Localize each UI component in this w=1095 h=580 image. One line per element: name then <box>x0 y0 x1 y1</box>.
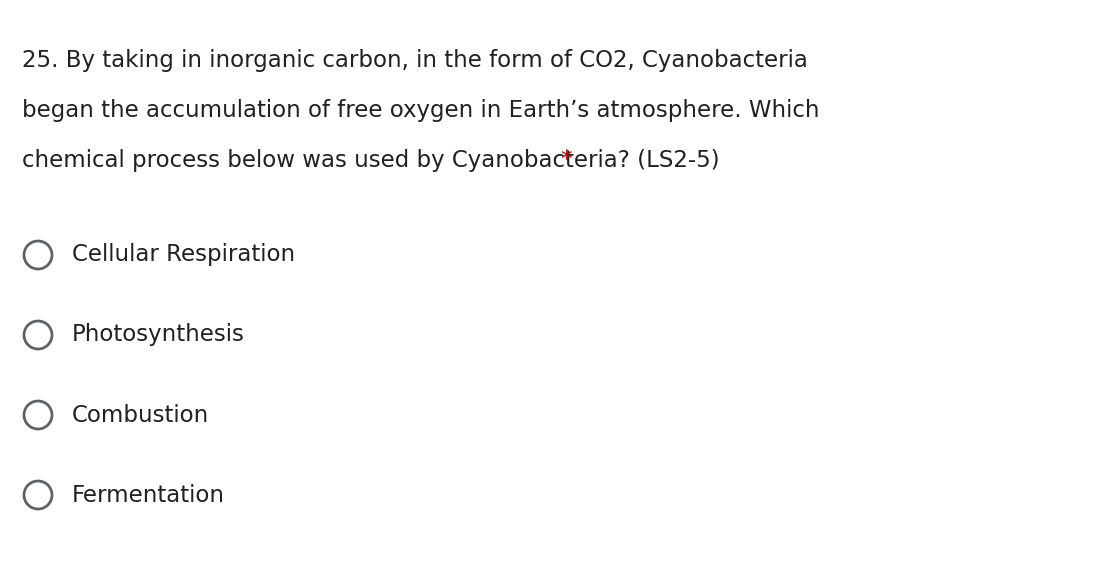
Text: 25. By taking in inorganic carbon, in the form of CO2, Cyanobacteria: 25. By taking in inorganic carbon, in th… <box>22 49 808 71</box>
Text: Photosynthesis: Photosynthesis <box>72 324 245 346</box>
Text: Fermentation: Fermentation <box>72 484 224 506</box>
Text: began the accumulation of free oxygen in Earth’s atmosphere. Which: began the accumulation of free oxygen in… <box>22 99 819 121</box>
Text: chemical process below was used by Cyanobacteria? (LS2-5): chemical process below was used by Cyano… <box>22 148 719 172</box>
Text: *: * <box>561 148 572 172</box>
Text: Cellular Respiration: Cellular Respiration <box>72 244 296 266</box>
Text: Combustion: Combustion <box>72 404 209 426</box>
